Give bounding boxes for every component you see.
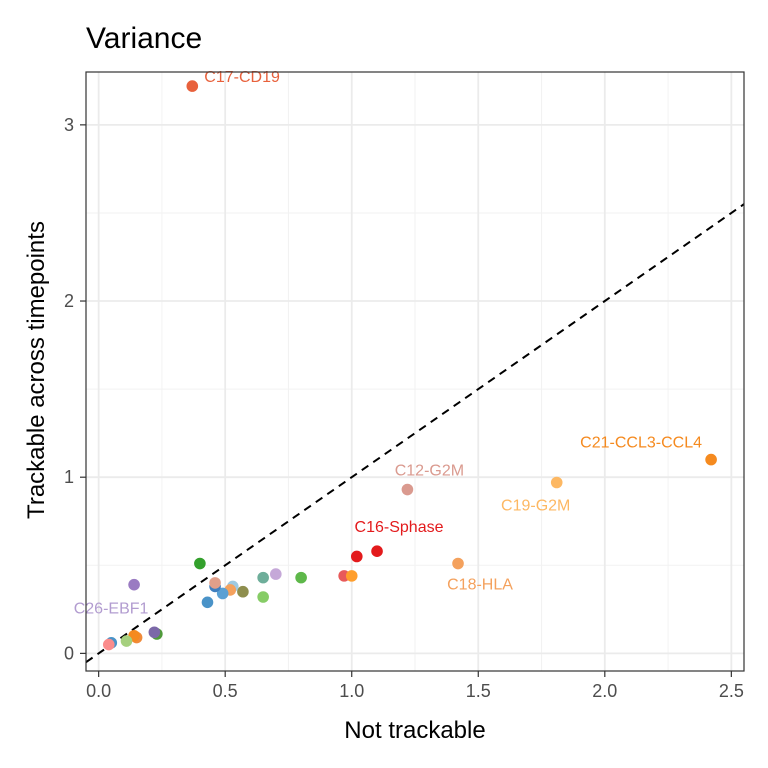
point-label: C21-CCL3-CCL4 <box>580 435 702 452</box>
x-tick-label: 2.0 <box>592 681 617 701</box>
data-point <box>148 626 161 639</box>
data-point <box>345 570 358 582</box>
data-point <box>209 577 221 589</box>
data-point <box>295 571 307 584</box>
point-label: C19-G2M <box>501 497 570 514</box>
y-axis: 0 1 2 3 <box>64 115 86 663</box>
y-tick-label: 2 <box>64 291 74 311</box>
point-label: C17-CD19 <box>204 69 280 86</box>
point-label: C26-EBF1 <box>74 601 149 618</box>
points <box>102 80 717 651</box>
x-tick-label: 1.5 <box>466 681 491 701</box>
x-tick-label: 0.5 <box>213 681 238 701</box>
x-tick-label: 1.0 <box>339 681 364 701</box>
chart-title: Variance <box>86 22 202 55</box>
data-point <box>186 80 199 92</box>
data-point <box>128 578 140 591</box>
data-point <box>401 483 414 496</box>
data-point <box>550 476 563 489</box>
data-point <box>237 585 249 598</box>
data-point <box>120 635 133 647</box>
point-label: C12-G2M <box>395 463 464 480</box>
data-point <box>350 550 363 563</box>
x-axis-title: Not trackable <box>344 717 485 744</box>
y-axis-title: Trackable across timepoints <box>23 221 50 519</box>
y-tick-label: 0 <box>64 643 74 663</box>
x-tick-label: 2.5 <box>719 681 744 701</box>
x-axis: 0.0 0.5 1.0 1.5 2.0 2.5 <box>86 671 744 701</box>
point-label: C16-Sphase <box>355 519 444 536</box>
data-point <box>452 557 464 570</box>
data-point <box>371 545 383 557</box>
point-label: C18-HLA <box>447 577 513 594</box>
data-point <box>216 587 229 600</box>
data-point <box>705 453 717 466</box>
reference-line-group <box>85 203 745 664</box>
point-labels: C17-CD19 C21-CCL3-CCL4 C19-G2M C12-G2M C18-H… <box>74 69 702 618</box>
y-tick-label: 1 <box>64 467 74 487</box>
data-point <box>257 591 269 603</box>
panel-border <box>85 71 745 672</box>
reference-line <box>85 203 745 664</box>
y-tick-label: 3 <box>64 115 74 135</box>
data-point <box>102 638 115 651</box>
data-point <box>194 557 206 570</box>
x-tick-label: 0.0 <box>86 681 111 701</box>
data-point <box>201 596 214 609</box>
data-point <box>270 568 282 580</box>
data-point <box>257 571 269 584</box>
